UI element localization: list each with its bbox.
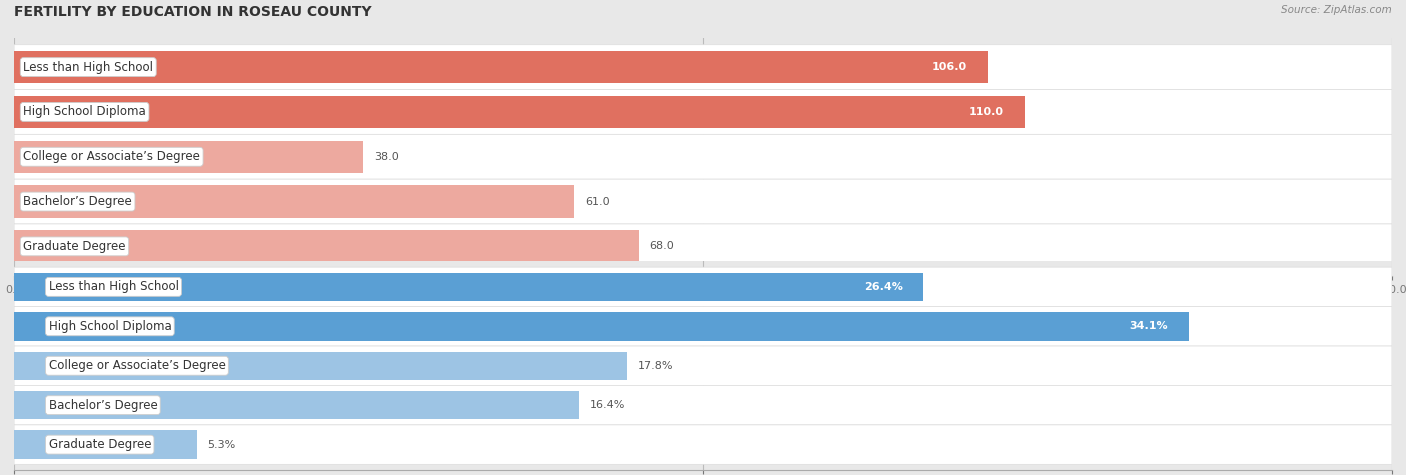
- Text: High School Diploma: High School Diploma: [24, 105, 146, 118]
- FancyBboxPatch shape: [14, 267, 1392, 306]
- Text: 16.4%: 16.4%: [591, 400, 626, 410]
- Text: 61.0: 61.0: [585, 197, 610, 207]
- FancyBboxPatch shape: [14, 45, 1392, 89]
- Bar: [14, 352, 627, 380]
- Text: High School Diploma: High School Diploma: [48, 320, 172, 333]
- Text: FERTILITY BY EDUCATION IN ROSEAU COUNTY: FERTILITY BY EDUCATION IN ROSEAU COUNTY: [14, 5, 371, 19]
- Text: 17.8%: 17.8%: [638, 361, 673, 371]
- Text: Graduate Degree: Graduate Degree: [24, 240, 125, 253]
- FancyBboxPatch shape: [14, 346, 1392, 386]
- FancyBboxPatch shape: [14, 179, 1392, 224]
- Text: 26.4%: 26.4%: [863, 282, 903, 292]
- FancyBboxPatch shape: [14, 89, 1392, 134]
- Text: Less than High School: Less than High School: [24, 61, 153, 74]
- FancyBboxPatch shape: [14, 224, 1392, 269]
- Text: College or Associate’s Degree: College or Associate’s Degree: [24, 150, 200, 163]
- Bar: [14, 141, 363, 173]
- Text: College or Associate’s Degree: College or Associate’s Degree: [48, 359, 225, 372]
- Text: Less than High School: Less than High School: [48, 280, 179, 294]
- Text: 110.0: 110.0: [969, 107, 1004, 117]
- Text: Bachelor’s Degree: Bachelor’s Degree: [48, 399, 157, 412]
- Text: 68.0: 68.0: [650, 241, 675, 251]
- Text: Graduate Degree: Graduate Degree: [48, 438, 150, 451]
- FancyBboxPatch shape: [14, 134, 1392, 179]
- Text: 38.0: 38.0: [374, 152, 399, 162]
- Bar: [14, 273, 924, 301]
- Text: Bachelor’s Degree: Bachelor’s Degree: [24, 195, 132, 208]
- Bar: [14, 96, 1025, 128]
- FancyBboxPatch shape: [14, 425, 1392, 465]
- Text: 106.0: 106.0: [932, 62, 967, 72]
- Text: 34.1%: 34.1%: [1129, 321, 1168, 332]
- Bar: [14, 391, 579, 419]
- Text: 5.3%: 5.3%: [208, 440, 236, 450]
- Bar: [14, 430, 197, 459]
- Text: Source: ZipAtlas.com: Source: ZipAtlas.com: [1281, 5, 1392, 15]
- FancyBboxPatch shape: [14, 386, 1392, 425]
- Bar: [14, 230, 638, 263]
- Bar: [14, 185, 575, 218]
- Bar: [14, 312, 1188, 341]
- FancyBboxPatch shape: [14, 306, 1392, 346]
- Bar: [14, 51, 988, 83]
